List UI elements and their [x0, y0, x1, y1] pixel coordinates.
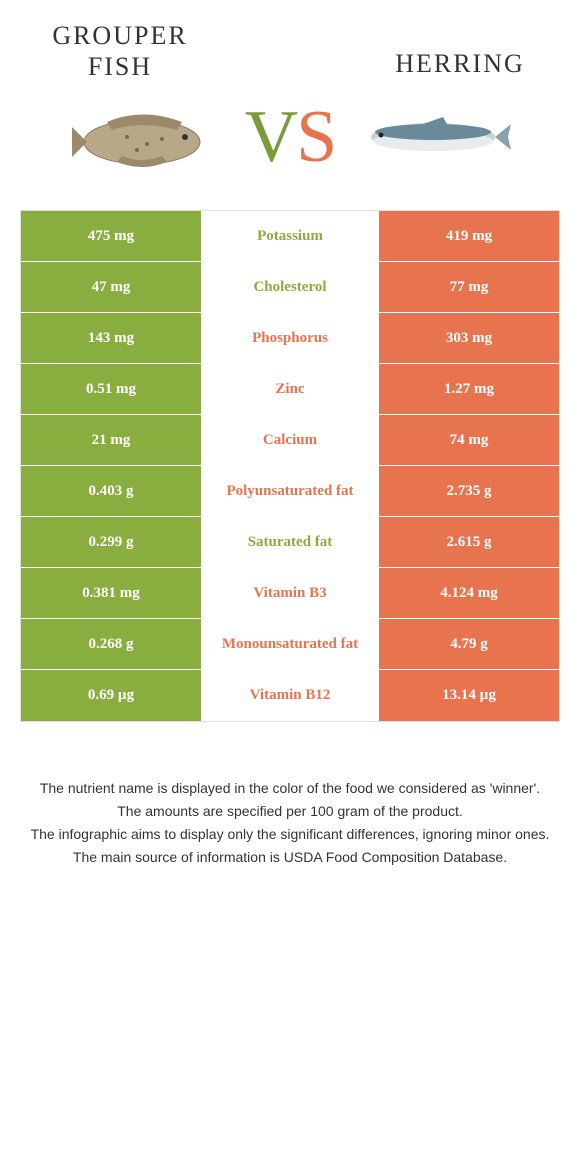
nutrient-label: Potassium — [201, 211, 379, 261]
footnotes: The nutrient name is displayed in the co… — [0, 722, 580, 868]
footnote-line: The amounts are specified per 100 gram o… — [20, 801, 560, 822]
vs-label: VS — [245, 95, 336, 180]
table-row: 0.69 µgVitamin B1213.14 µg — [21, 670, 559, 721]
left-value: 0.403 g — [21, 466, 201, 516]
header: Grouper fish Herring — [0, 0, 580, 82]
right-value: 2.615 g — [379, 517, 559, 567]
nutrient-label: Monounsaturated fat — [201, 619, 379, 669]
vs-s-letter: S — [296, 96, 335, 178]
nutrient-label: Polyunsaturated fat — [201, 466, 379, 516]
table-row: 0.268 gMonounsaturated fat4.79 g — [21, 619, 559, 670]
nutrient-label: Phosphorus — [201, 313, 379, 363]
nutrient-label: Saturated fat — [201, 517, 379, 567]
table-row: 0.381 mgVitamin B34.124 mg — [21, 568, 559, 619]
nutrient-label: Zinc — [201, 364, 379, 414]
nutrient-label: Cholesterol — [201, 262, 379, 312]
vs-row: VS — [0, 92, 580, 182]
left-value: 143 mg — [21, 313, 201, 363]
left-value: 0.299 g — [21, 517, 201, 567]
right-value: 2.735 g — [379, 466, 559, 516]
comparison-table: 475 mgPotassium419 mg47 mgCholesterol77 … — [20, 210, 560, 722]
footnote-line: The infographic aims to display only the… — [20, 824, 560, 845]
right-value: 74 mg — [379, 415, 559, 465]
right-value: 13.14 µg — [379, 670, 559, 721]
right-food-title: Herring — [370, 48, 550, 79]
grouper-fish-image — [67, 92, 227, 182]
table-row: 475 mgPotassium419 mg — [21, 211, 559, 262]
footnote-line: The main source of information is USDA F… — [20, 847, 560, 868]
left-value: 0.268 g — [21, 619, 201, 669]
right-value: 77 mg — [379, 262, 559, 312]
right-value: 303 mg — [379, 313, 559, 363]
grouper-fish-icon — [67, 92, 227, 182]
herring-fish-icon — [353, 92, 513, 182]
left-food-title: Grouper fish — [30, 20, 210, 82]
left-value: 21 mg — [21, 415, 201, 465]
left-value: 475 mg — [21, 211, 201, 261]
table-row: 0.299 gSaturated fat2.615 g — [21, 517, 559, 568]
table-row: 143 mgPhosphorus303 mg — [21, 313, 559, 364]
nutrient-label: Vitamin B12 — [201, 670, 379, 721]
table-row: 0.403 gPolyunsaturated fat2.735 g — [21, 466, 559, 517]
left-value: 0.51 mg — [21, 364, 201, 414]
right-value: 4.79 g — [379, 619, 559, 669]
vs-v-letter: V — [245, 96, 296, 178]
footnote-line: The nutrient name is displayed in the co… — [20, 778, 560, 799]
nutrient-label: Calcium — [201, 415, 379, 465]
left-value: 47 mg — [21, 262, 201, 312]
left-value: 0.69 µg — [21, 670, 201, 721]
table-row: 0.51 mgZinc1.27 mg — [21, 364, 559, 415]
right-value: 419 mg — [379, 211, 559, 261]
right-value: 4.124 mg — [379, 568, 559, 618]
table-row: 21 mgCalcium74 mg — [21, 415, 559, 466]
right-food-title-text: Herring — [395, 49, 525, 78]
right-value: 1.27 mg — [379, 364, 559, 414]
herring-fish-image — [353, 92, 513, 182]
left-value: 0.381 mg — [21, 568, 201, 618]
left-food-title-line2: fish — [88, 52, 152, 81]
table-row: 47 mgCholesterol77 mg — [21, 262, 559, 313]
left-food-title-line1: Grouper — [52, 21, 187, 50]
nutrient-label: Vitamin B3 — [201, 568, 379, 618]
